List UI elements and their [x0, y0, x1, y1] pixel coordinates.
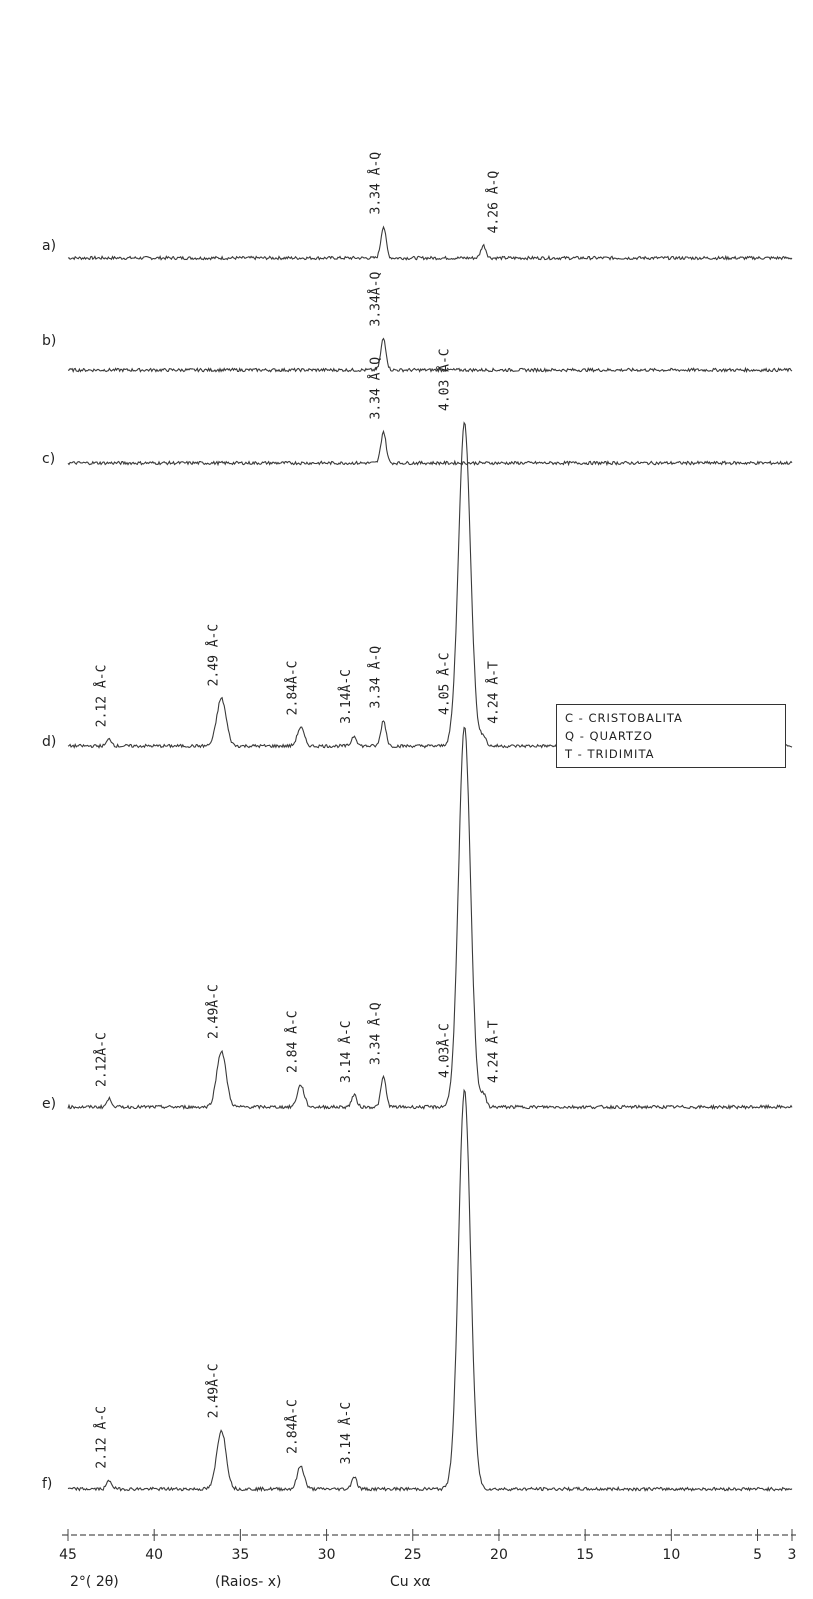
- x-tick-label-10: 10: [662, 1547, 680, 1563]
- peak-label-4-1: 2.12 Å-C: [93, 665, 109, 728]
- peak-label-5-5: 3.34 Å-Q: [368, 1002, 384, 1065]
- peak-label-3-1: 3.34 Å-Q: [368, 357, 384, 420]
- peak-label-4-5: 3.34 Å-Q: [368, 646, 384, 709]
- x-tick-label-30: 30: [318, 1547, 336, 1563]
- x-tick-label-3: 3: [788, 1547, 797, 1563]
- peak-label-4-2: 2.49 Å-C: [205, 624, 221, 687]
- x-axis-label-part-1: 2°( 2θ): [70, 1574, 119, 1590]
- peak-label-4-7: 4.24 Å-T: [485, 661, 501, 724]
- peak-label-5-1: 2.12Å-C: [93, 1032, 109, 1087]
- peak-label-6-1: 2.12 Å-C: [93, 1406, 109, 1469]
- peak-label-4-4: 3.14Å-C: [338, 669, 354, 724]
- x-axis-label-part-3: Cu xα: [390, 1574, 431, 1590]
- x-tick-label-5: 5: [753, 1547, 762, 1563]
- trace-label-3: c): [42, 451, 55, 467]
- peak-label-6-5: 4.03Å-C: [437, 1023, 453, 1078]
- peak-label-2-1: 3.34Å-Q: [368, 272, 384, 327]
- traces-group: [67, 225, 793, 1493]
- x-axis-title: 2°( 2θ) (Raios- x) Cu xα: [70, 1574, 431, 1590]
- peak-label-1-1: 3.34 Å-Q: [368, 152, 384, 215]
- legend: C - CRISTOBALITA Q - QUARTZO T - TRIDIMI…: [556, 704, 786, 768]
- peak-label-5-6: 4.05 Å-C: [437, 652, 453, 715]
- trace-label-2: b): [42, 333, 56, 349]
- peak-labels-group: 3.34 Å-Q 4.26 Å-Q 3.34Å-Q 3.34 Å-Q 2.12 Å-C 2…: [93, 152, 501, 1469]
- peak-label-6-4: 3.14 Å-C: [338, 1402, 354, 1465]
- legend-item-quartzo: Q - QUARTZO: [565, 729, 653, 743]
- series-trace-6: [67, 1088, 793, 1493]
- x-tick-label-40: 40: [145, 1547, 163, 1563]
- trace-label-5: e): [42, 1096, 56, 1112]
- peak-label-1-2: 4.26 Å-Q: [485, 171, 501, 234]
- peak-label-6-2: 2.49Å-C: [205, 1363, 221, 1418]
- peak-label-4-6: 4.03 Å-C: [437, 348, 453, 411]
- x-axis-ticks: 45 40 35 30 25 20 15 10 5 3: [59, 1529, 796, 1563]
- trace-label-4: d): [42, 734, 56, 750]
- x-tick-label-25: 25: [404, 1547, 422, 1563]
- peak-label-4-3: 2.84Å-C: [285, 661, 301, 716]
- series-trace-5: [67, 726, 793, 1111]
- series-trace-3: [67, 429, 793, 467]
- trace-labels-group: a) b) c) d) e) f): [42, 238, 56, 1492]
- trace-label-1: a): [42, 238, 56, 254]
- x-tick-label-20: 20: [490, 1547, 508, 1563]
- x-axis-label-part-2: (Raios- x): [215, 1574, 281, 1590]
- series-trace-1: [67, 225, 793, 261]
- peak-label-6-3: 2.84Å-C: [285, 1399, 301, 1454]
- series-trace-2: [67, 337, 793, 374]
- peak-label-5-4: 3.14 Å-C: [338, 1020, 354, 1083]
- peak-label-5-7: 4.24 Å-T: [485, 1020, 501, 1083]
- x-tick-label-15: 15: [576, 1547, 594, 1563]
- legend-item-tridimita: T - TRIDIMITA: [565, 747, 655, 761]
- x-tick-label-35: 35: [231, 1547, 249, 1563]
- series-trace-4: [67, 421, 793, 749]
- peak-label-5-2: 2.49Å-C: [205, 984, 221, 1039]
- x-tick-label-45: 45: [59, 1547, 77, 1563]
- peak-label-5-3: 2.84 Å-C: [285, 1010, 301, 1073]
- legend-item-cristobalita: C - CRISTOBALITA: [565, 711, 683, 725]
- trace-label-6: f): [42, 1476, 52, 1492]
